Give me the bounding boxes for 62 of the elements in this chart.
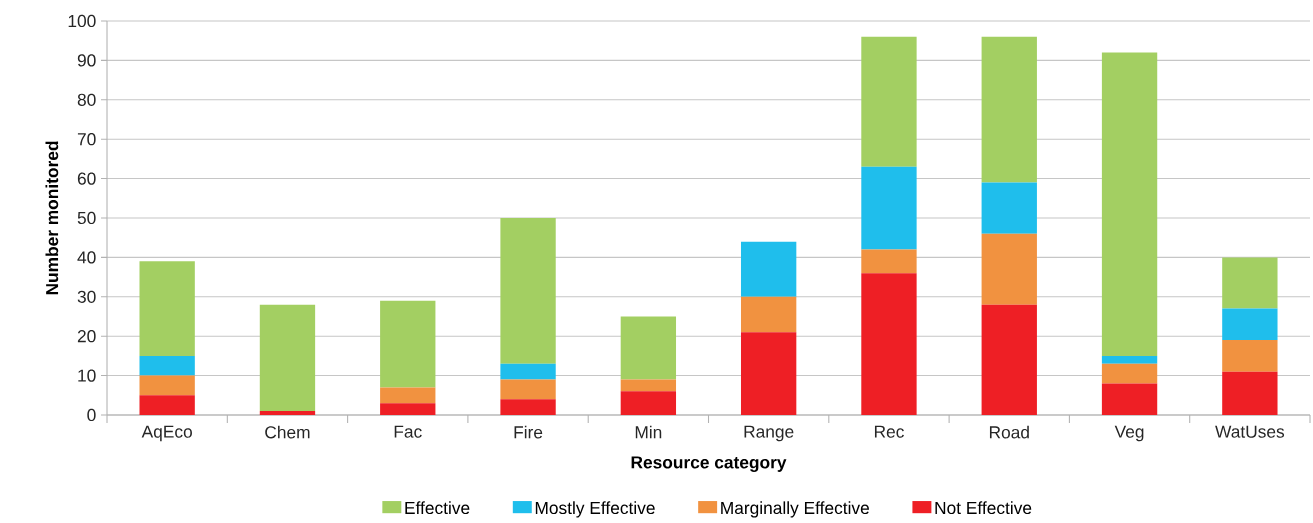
bar: [740, 332, 797, 415]
bar: [861, 36, 917, 167]
y-tick-label: 30: [77, 290, 96, 303]
bar: [259, 304, 316, 412]
bar: [500, 379, 556, 400]
x-tick-label: Min: [635, 425, 662, 439]
bar: [620, 379, 677, 392]
bar: [981, 36, 1037, 183]
x-tick-label: Veg: [1114, 425, 1144, 442]
x-tick-label: Road: [989, 425, 1029, 439]
legend-label: Not Effective: [935, 501, 1032, 515]
bar: [981, 304, 1037, 415]
bar: [500, 217, 556, 364]
x-tick-label: Fac: [394, 425, 422, 438]
legend-label: Marginally Effective: [721, 501, 869, 518]
x-tick-label: Range: [744, 425, 794, 442]
x-tick-label: Chem: [265, 425, 310, 439]
legend-label: Mostly Effective: [535, 501, 655, 518]
x-tick-label: AqEco: [141, 425, 192, 442]
y-tick-label: 100: [68, 14, 96, 28]
bar: [1101, 52, 1158, 356]
bar: [139, 261, 195, 356]
bar: [259, 411, 316, 415]
bar: [1222, 308, 1278, 341]
bar: [740, 241, 797, 297]
y-tick-label: 0: [87, 408, 96, 422]
bar: [139, 395, 195, 415]
y-tick-label: 20: [77, 330, 96, 343]
bar: [620, 316, 677, 380]
bar: [1101, 355, 1158, 364]
x-tick-label: Rec: [874, 425, 904, 438]
legend-label: Effective: [405, 501, 470, 515]
bar: [861, 249, 917, 274]
x-tick-label: WatUses: [1215, 425, 1285, 438]
bar: [500, 363, 556, 380]
bar: [380, 300, 436, 388]
bar: [500, 399, 556, 415]
y-tick-label: 90: [77, 54, 96, 67]
bar: [380, 403, 436, 415]
bar: [981, 233, 1037, 305]
x-axis-title: Resource category: [631, 456, 787, 472]
bar: [861, 273, 917, 415]
bar: [620, 391, 677, 415]
bar: [1101, 363, 1158, 384]
y-tick-label: 70: [77, 133, 96, 146]
y-tick-label: 10: [78, 369, 96, 382]
bar: [1101, 383, 1158, 415]
x-tick-label: Fire: [514, 425, 543, 439]
y-axis-title: Number monitored: [45, 141, 59, 295]
y-tick-label: 50: [77, 211, 96, 225]
bar: [380, 387, 436, 404]
bar: [1222, 371, 1278, 415]
y-tick-label: 40: [77, 251, 96, 264]
y-tick-label: 60: [77, 172, 96, 185]
bar: [740, 296, 797, 333]
bar: [139, 375, 195, 396]
bar: [139, 355, 195, 376]
bar: [1222, 257, 1278, 309]
bar: [1222, 340, 1278, 372]
y-tick-label: 80: [77, 93, 96, 106]
bar: [861, 166, 917, 250]
bar: [981, 182, 1037, 234]
